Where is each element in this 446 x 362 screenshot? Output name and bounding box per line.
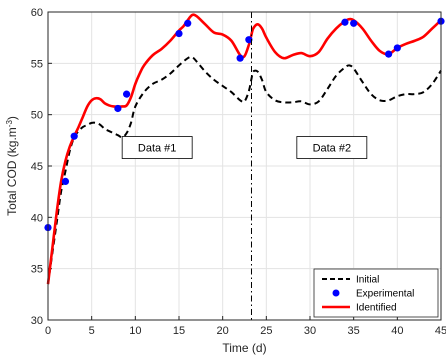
annotation-data1-box: [121, 136, 193, 159]
legend-label-initial: Initial: [356, 275, 379, 286]
y-tick-label: 55: [31, 58, 43, 70]
experimental-point: [245, 36, 253, 44]
annotation-data2: Data #2: [296, 136, 368, 159]
y-tick-label: 35: [31, 264, 43, 276]
x-tick-label: 45: [435, 325, 446, 337]
experimental-point: [385, 50, 393, 58]
y-tick-label: 30: [31, 315, 43, 327]
y-axis-label-superscript: -3: [5, 120, 14, 128]
annotation-data1: Data #1: [121, 136, 193, 159]
x-tick-label: 40: [391, 325, 403, 337]
experimental-point: [61, 177, 70, 185]
legend-label-identified: Identified: [356, 303, 397, 314]
experimental-point: [175, 29, 183, 38]
x-tick-label: 0: [45, 325, 51, 337]
initial-series-line: [47, 55, 442, 285]
x-tick-label: 10: [129, 325, 141, 337]
legend-label-experimental: Experimental: [356, 289, 414, 300]
experimental-point: [123, 90, 131, 98]
x-tick-label: 20: [217, 325, 229, 337]
legend-swatch-experimental: [332, 289, 340, 297]
y-axis-label: Total COD (kg.m-3): [5, 116, 20, 216]
y-tick-label: 50: [31, 110, 43, 122]
plot-frame: [47, 11, 442, 321]
y-axis-label-close: ): [5, 116, 19, 120]
identified-series-line: [46, 13, 442, 285]
y-tick-label: 60: [31, 7, 43, 19]
experimental-point: [393, 44, 401, 52]
series-layer: [44, 13, 445, 285]
experimental-point: [236, 54, 244, 62]
x-axis-label: Time (d): [222, 341, 266, 355]
x-tick-label: 15: [173, 325, 185, 337]
annotation-data2-box: [296, 136, 368, 159]
experimental-point: [184, 19, 192, 27]
x-tick-label: 25: [260, 325, 272, 337]
experimental-point: [70, 132, 78, 140]
experimental-point: [114, 104, 122, 113]
y-tick-label: 40: [31, 212, 43, 224]
x-tick-label: 30: [304, 325, 316, 337]
tick-labels: 0 5 10 15 20 25 30 35 40 45 30 35 40 45 50 55 60: [31, 7, 446, 337]
experimental-point: [341, 18, 349, 26]
experimental-point: [350, 19, 358, 27]
x-tick-label: 35: [348, 325, 360, 337]
y-axis-label-main: Total COD (kg.m: [5, 127, 19, 216]
annotation-data1-label: Data #1: [138, 143, 177, 155]
annotation-data2-label: Data #2: [313, 143, 352, 155]
x-tick-label: 5: [89, 325, 95, 337]
legend: Initial Experimental Identified: [313, 268, 439, 318]
y-tick-label: 45: [31, 161, 43, 173]
